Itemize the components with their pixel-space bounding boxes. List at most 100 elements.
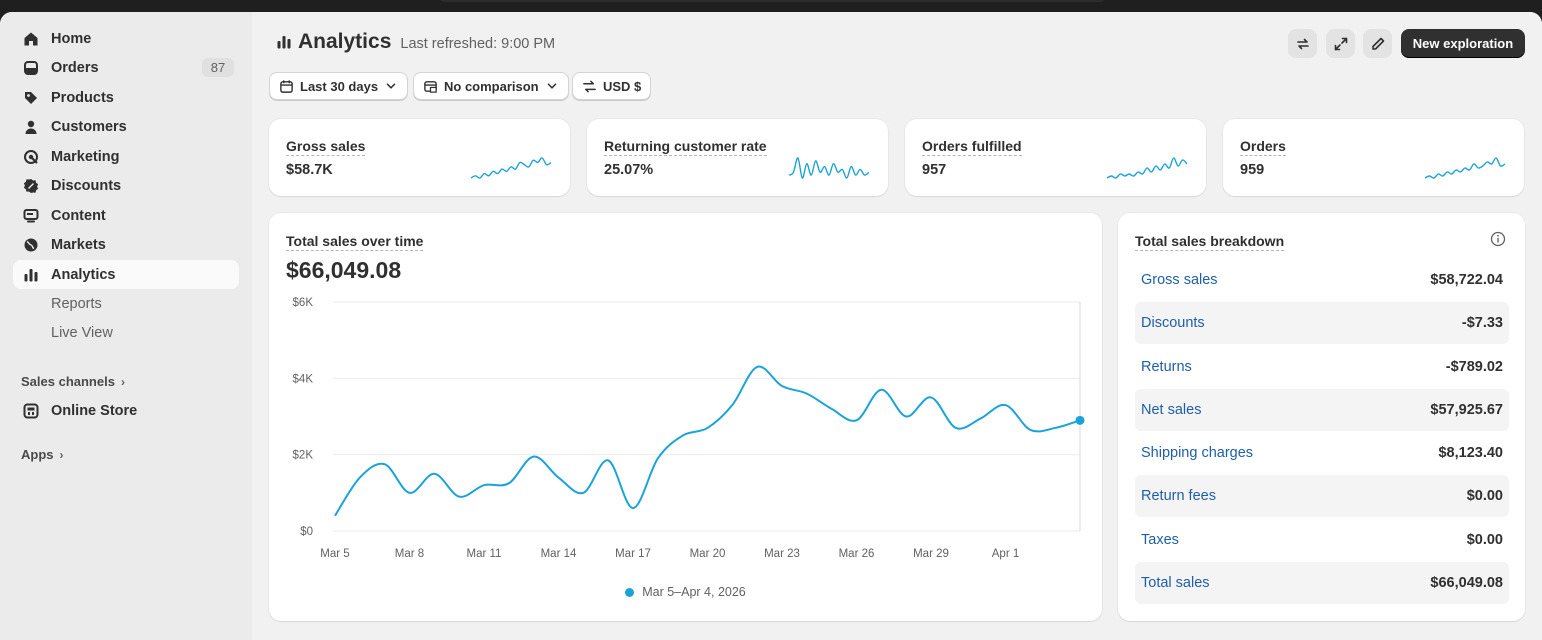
last-point-marker[interactable] — [1075, 415, 1085, 425]
metric-card-gross-sales[interactable]: Gross sales $58.7K — [269, 119, 570, 196]
x-tick-label: Mar 23 — [764, 548, 800, 560]
breakdown-value: -$7.33 — [1461, 315, 1503, 331]
breakdown-value: $66,049.08 — [1430, 575, 1503, 591]
metric-card-orders-fulfilled[interactable]: Orders fulfilled 957 — [905, 119, 1206, 196]
sidebar-item-online-store[interactable]: Online Store — [13, 396, 239, 425]
y-tick-label: $0 — [300, 526, 313, 538]
sidebar-item-label: Customers — [51, 118, 127, 135]
comparison-picker[interactable]: No comparison — [413, 72, 569, 100]
sparkline — [788, 157, 870, 179]
sidebar-item-label: Products — [51, 89, 114, 106]
person-icon — [25, 120, 37, 134]
chart-legend: Mar 5–Apr 4, 2026 — [269, 585, 1102, 599]
breakdown-value: $8,123.40 — [1438, 445, 1503, 461]
sales-line-chart[interactable]: $0 $2K $4K $6K Mar 5 Mar 8 Mar 11 Mar 14 Mar 17 M… — [269, 213, 1102, 573]
date-range-label: Last 30 days — [300, 78, 379, 94]
sidebar-item-analytics[interactable]: Analytics — [13, 260, 239, 289]
x-tick-label: Mar 14 — [541, 548, 577, 560]
breakdown-row-total-sales: Total sales $66,049.08 — [1135, 562, 1509, 604]
sidebar-item-home[interactable]: Home — [13, 24, 239, 53]
sidebar-item-label: Home — [51, 30, 92, 47]
sidebar-item-label: Orders — [51, 59, 99, 76]
chart-total-value: $66,049.08 — [286, 257, 402, 283]
x-tick-label: Mar 26 — [839, 548, 875, 560]
main-content: Analytics Last refreshed: 9:00 PM New ex… — [252, 12, 1542, 640]
sparkline-path — [470, 157, 552, 179]
currency-picker[interactable]: USD $ — [572, 72, 652, 100]
breakdown-link[interactable]: Total sales — [1141, 575, 1210, 591]
chevron-down-icon — [386, 83, 396, 89]
total-sales-over-time-card: Total sales over time $66,049.08 $0 $2K $4… — [269, 213, 1102, 621]
x-tick-label: Mar 5 — [320, 548, 349, 560]
date-range-picker[interactable]: Last 30 days — [269, 72, 409, 100]
breakdown-link[interactable]: Discounts — [1141, 315, 1205, 331]
breakdown-value: -$789.02 — [1445, 359, 1503, 375]
app-window: Home Orders 87 Products Customers Market… — [0, 12, 1542, 640]
sales-channels-header[interactable]: Sales channels › — [21, 374, 125, 389]
new-exploration-button[interactable]: New exploration — [1401, 29, 1525, 58]
apps-label: Apps — [21, 447, 54, 462]
breakdown-row-returns: Returns -$789.02 — [1135, 346, 1509, 388]
breakdown-value: $58,722.04 — [1430, 272, 1503, 288]
breakdown-link[interactable]: Return fees — [1141, 488, 1216, 504]
currency-exchange-icon — [583, 80, 596, 92]
sales-channels-label: Sales channels — [21, 374, 115, 389]
breakdown-value: $0.00 — [1466, 488, 1503, 504]
page-header: Analytics Last refreshed: 9:00 PM — [276, 30, 555, 54]
metric-label: Orders fulfilled — [922, 138, 1022, 156]
sidebar-item-content[interactable]: Content — [13, 201, 239, 230]
calendar-icon — [280, 79, 293, 93]
comparison-label: No comparison — [444, 78, 539, 94]
breakdown-link[interactable]: Shipping charges — [1141, 445, 1254, 461]
breakdown-row-gross-sales: Gross sales $58,722.04 — [1135, 259, 1509, 301]
metric-label: Returning customer rate — [604, 138, 767, 156]
breakdown-title: Total sales breakdown — [1135, 233, 1285, 251]
sidebar-item-label: Live View — [51, 324, 113, 341]
sidebar-item-orders[interactable]: Orders 87 — [13, 53, 239, 82]
sidebar-item-marketing[interactable]: Marketing — [13, 142, 239, 171]
sidebar-item-live-view[interactable]: Live View — [13, 318, 239, 347]
apps-header[interactable]: Apps › — [21, 447, 64, 462]
sidebar-item-label: Markets — [51, 236, 106, 253]
breakdown-value: $57,925.67 — [1430, 402, 1503, 418]
legend-dot — [625, 587, 635, 597]
sidebar-item-label: Reports — [51, 295, 102, 312]
breakdown-row-return-fees: Return fees $0.00 — [1135, 475, 1509, 517]
sales-series-line — [334, 365, 1081, 517]
metric-value: 957 — [922, 162, 947, 178]
sparkline — [470, 157, 552, 179]
metric-value: 959 — [1240, 162, 1265, 178]
breakdown-link[interactable]: Net sales — [1141, 402, 1202, 418]
store-icon — [23, 403, 39, 419]
x-tick-label: Mar 17 — [615, 548, 651, 560]
sidebar-item-label: Marketing — [51, 148, 120, 165]
sidebar-item-label: Content — [51, 207, 106, 224]
legend-label: Mar 5–Apr 4, 2026 — [642, 585, 746, 599]
fullscreen-button[interactable] — [1326, 29, 1355, 58]
chevron-down-icon — [547, 83, 556, 89]
sidebar-item-customers[interactable]: Customers — [13, 112, 239, 141]
sidebar-item-products[interactable]: Products — [13, 83, 239, 112]
breakdown-link[interactable]: Gross sales — [1141, 272, 1218, 288]
sidebar-item-reports[interactable]: Reports — [13, 289, 239, 318]
x-tick-label: Apr 1 — [992, 548, 1020, 560]
metric-value: 25.07% — [604, 162, 654, 178]
refresh-icon — [1296, 38, 1309, 49]
discount-icon — [23, 179, 39, 193]
breakdown-row-discounts: Discounts -$7.33 — [1135, 302, 1509, 344]
sidebar-item-discounts[interactable]: Discounts — [13, 171, 239, 200]
globe-icon — [24, 238, 38, 252]
sidebar-item-label: Analytics — [51, 266, 116, 283]
sidebar-item-markets[interactable]: Markets — [13, 230, 239, 259]
info-icon[interactable] — [1490, 231, 1506, 247]
breakdown-link[interactable]: Taxes — [1141, 532, 1179, 548]
metric-card-orders[interactable]: Orders 959 — [1223, 119, 1524, 196]
refresh-button[interactable] — [1288, 29, 1317, 58]
y-tick-label: $6K — [293, 297, 314, 309]
edit-button[interactable] — [1363, 29, 1392, 58]
x-tick-label: Mar 8 — [395, 548, 424, 560]
address-bar — [440, 0, 1105, 2]
sparkline-path — [788, 157, 870, 179]
metric-card-returning-customer-rate[interactable]: Returning customer rate 25.07% — [587, 119, 888, 196]
breakdown-link[interactable]: Returns — [1141, 359, 1192, 375]
